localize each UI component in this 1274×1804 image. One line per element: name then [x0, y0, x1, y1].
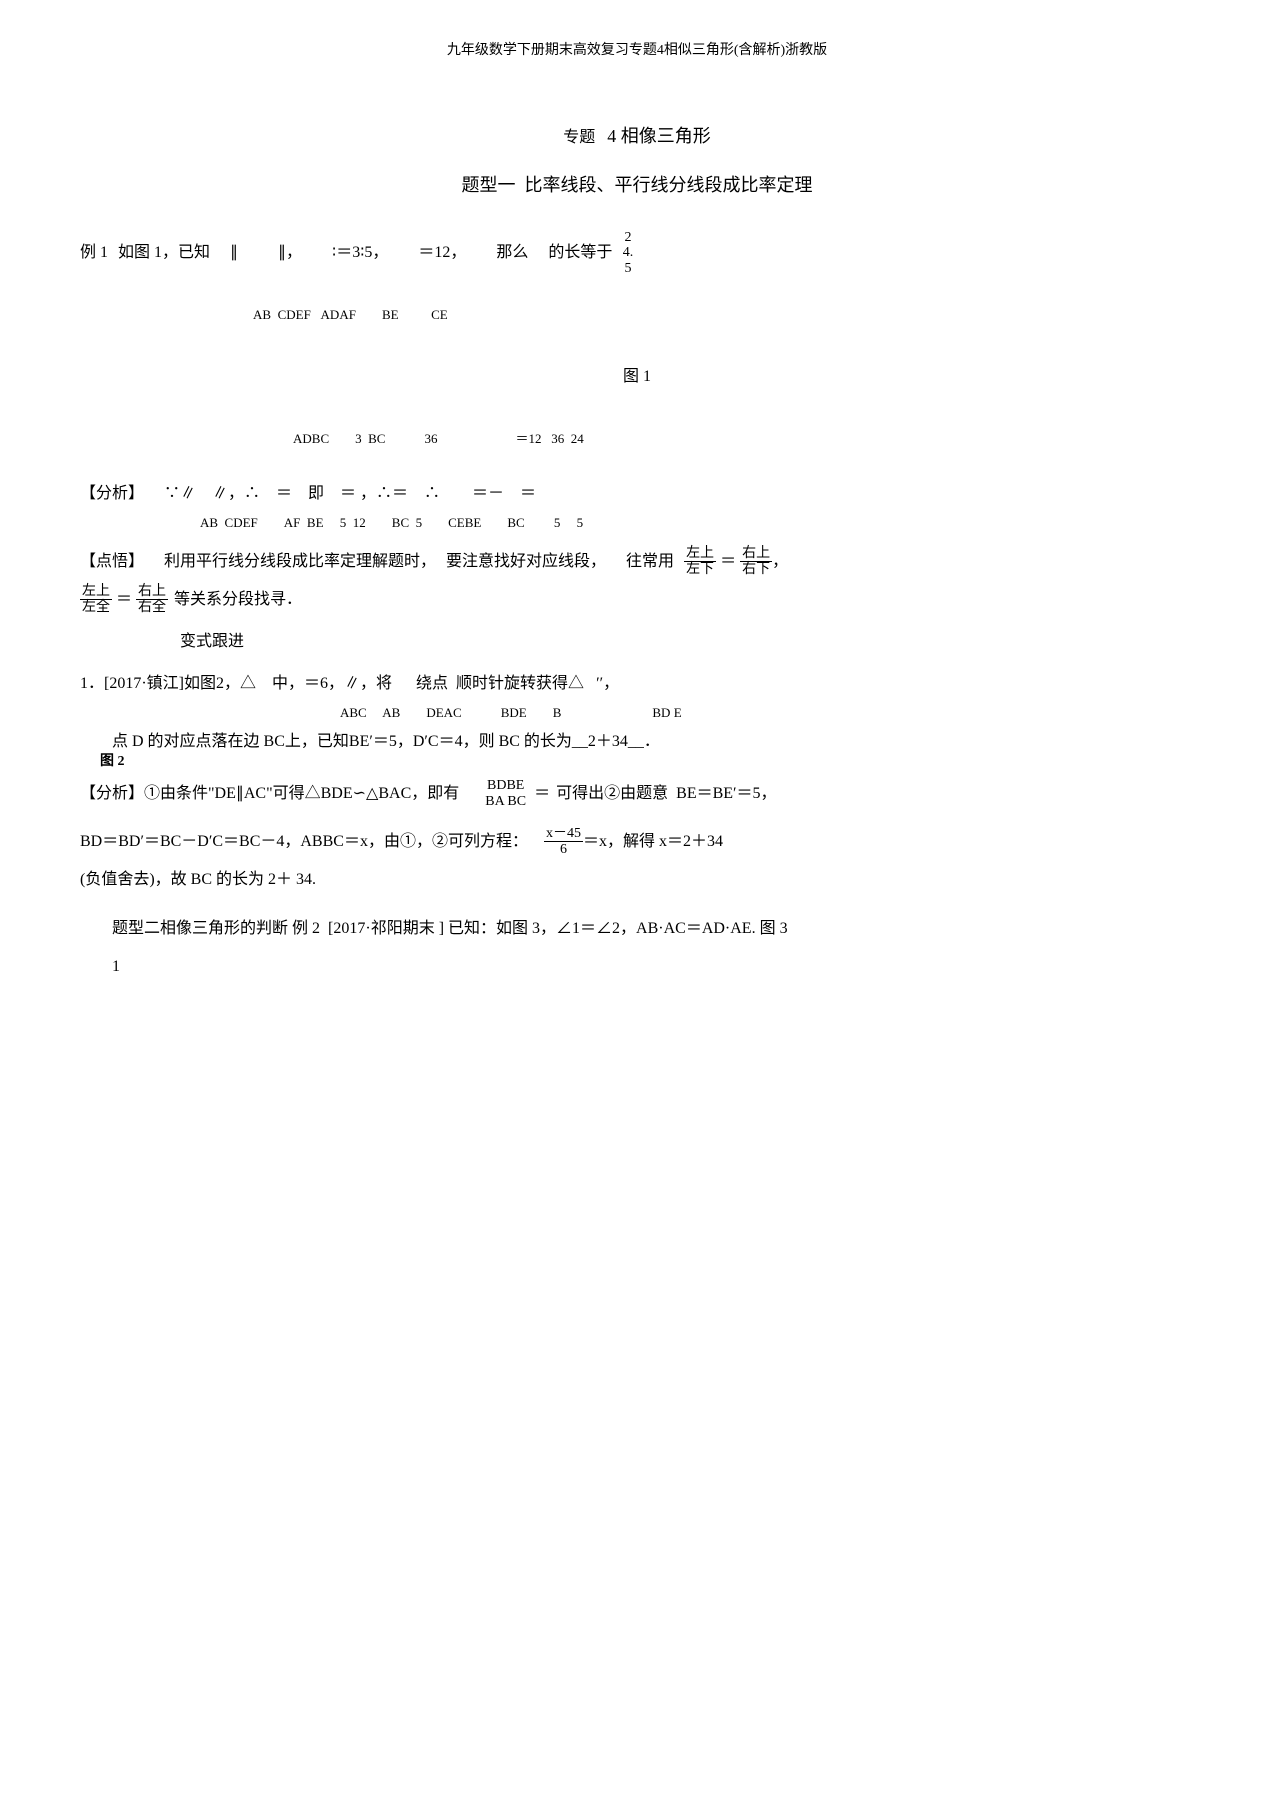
figure-3-label: 图 3: [760, 920, 788, 937]
analysis2-eq2: ＝x，: [583, 826, 623, 858]
prob1-text-a: 中，＝6，∥，将: [272, 668, 392, 700]
ex1-subscripts: AB CDEF ADAF BE CE: [80, 276, 1194, 354]
prob1-src: [2017·镇江]如图2，△: [104, 668, 256, 700]
ex1-text-f: 那么: [496, 237, 528, 269]
ex1-answer-frac: 2 4. 5: [622, 230, 633, 276]
point1-comma: ，: [772, 546, 788, 578]
point1-eq2: ＝: [116, 584, 132, 616]
point1-eq: ＝: [720, 546, 736, 578]
analysis1-bot: AB CDEF AF BE 5 12 BC 5 CEBE BC 5 5: [80, 510, 1194, 536]
figure-1-label: 图 1: [80, 364, 1194, 390]
section2-text: 已知：如图 3，∠1＝∠2，AB·AC＝AD·AE.: [448, 920, 756, 937]
ex1-text-e: ＝12，: [418, 237, 466, 269]
analysis-1: ADBC 3 BC 36 ＝12 36 24 【分析】 ∵∥ ∥，∴ ＝ 即 ＝…: [80, 400, 1194, 536]
section2-title: 题型二相像三角形的判断: [112, 920, 288, 937]
section2-src: [2017·祁阳期末 ]: [328, 920, 444, 937]
analysis-2: 【分析】 ①由条件"DE∥AC"可得△BDE∽△BAC，即有 BDBE BA B…: [80, 778, 1194, 896]
analysis2-eq: ＝: [534, 778, 550, 810]
point1-text-a: 利用平行线分线段成比率定理解题时，: [164, 546, 436, 578]
point1-frac1: 左上 左下: [684, 546, 716, 578]
analysis1-top: ADBC 3 BC 36 ＝12 36 24: [80, 400, 1194, 478]
ex1-label: 例 1: [80, 237, 108, 269]
example-1: 例 1 如图 1，已知 ∥ ∥， ∶＝3∶5， ＝12， 那么 的长等于 2 4…: [80, 230, 1194, 354]
ex1-text-g: 的长等于: [548, 237, 612, 269]
prob1-text-b: 绕点: [416, 668, 448, 700]
point1-text-b: 要注意找好对应线段，: [446, 546, 606, 578]
title-prefix: 专题: [563, 129, 595, 146]
point1-label: 【点悟】: [80, 546, 144, 578]
analysis2-text-d: 解得 x＝2＋34: [623, 826, 723, 858]
analysis2-line3a: BD＝BD′＝BC－D′C＝BC－4，ABBC＝x，由①，②可列方程：: [80, 826, 528, 858]
point1-text-c: 往常用: [626, 546, 674, 578]
prob1-num: 1．: [80, 668, 104, 700]
ex1-text-d: ∶＝3∶5，: [332, 237, 388, 269]
figure-2-label: 图 2: [100, 748, 125, 776]
prob1-line2: 点 D 的对应点落在边 BC上，已知BE′＝5，D′C＝4，则 BC 的长为__…: [80, 726, 1194, 758]
point1-frac4: 右上 右全: [136, 584, 168, 616]
point1-text-line2: 等关系分段找寻．: [174, 584, 302, 616]
section-2: 题型二相像三角形的判断 例 2 [2017·祁阳期末 ] 已知：如图 3，∠1＝…: [80, 916, 1194, 942]
analysis2-line4: (负值舍去)，故 BC 的长为 2＋ 34.: [80, 864, 1194, 896]
analysis2-frac2: x－45 6: [544, 826, 583, 858]
subtitle-block: 题型一 比率线段、平行线分线段成比率定理: [80, 171, 1194, 200]
variant-label: 变式跟进: [80, 626, 1194, 658]
ex1-text-b: ∥: [230, 237, 238, 269]
analysis1-label: 【分析】: [80, 478, 144, 510]
subtitle-prefix: 题型一: [462, 175, 516, 195]
analysis2-text-a: ①由条件"DE∥AC"可得△BDE∽△BAC，即有: [144, 778, 459, 810]
prob1-text-c: 顺时针旋转获得△: [456, 668, 584, 700]
section2-ex-label: 例 2: [292, 920, 324, 937]
prob1-subscripts: ABC AB DEAC BDE B BD E: [80, 700, 1194, 726]
prob1-text-d: ′′，: [596, 668, 619, 700]
ex1-text-c: ∥，: [278, 237, 302, 269]
analysis2-frac1: BDBE BA BC: [483, 778, 528, 809]
page-header: 九年级数学下册期末高效复习专题4相似三角形(含解析)浙教版: [80, 40, 1194, 62]
title-main: 4 相像三角形: [607, 122, 711, 151]
analysis1-text: ∵∥ ∥，∴ ＝ 即 ＝ ，∴＝ ∴ ＝－ ＝: [164, 478, 536, 510]
analysis2-text-b: 可得出②由题意: [556, 778, 668, 810]
problem-1: 1． [2017·镇江]如图2，△ 中，＝6，∥，将 绕点 顺时针旋转获得△ ′…: [80, 668, 1194, 758]
page-number: 1: [80, 951, 1194, 983]
point1-frac3: 左上 左全: [80, 584, 112, 616]
ex1-text-a: 如图 1，已知: [118, 237, 210, 269]
point-1: 【点悟】 利用平行线分线段成比率定理解题时， 要注意找好对应线段， 往常用 左上…: [80, 546, 1194, 616]
title-block: 专题 4 相像三角形: [80, 122, 1194, 151]
subtitle-main: 比率线段、平行线分线段成比率定理: [525, 175, 813, 195]
point1-frac2: 右上 右下: [740, 546, 772, 578]
analysis2-text-c: BE＝BE′＝5，: [676, 778, 776, 810]
analysis2-label: 【分析】: [80, 778, 144, 810]
